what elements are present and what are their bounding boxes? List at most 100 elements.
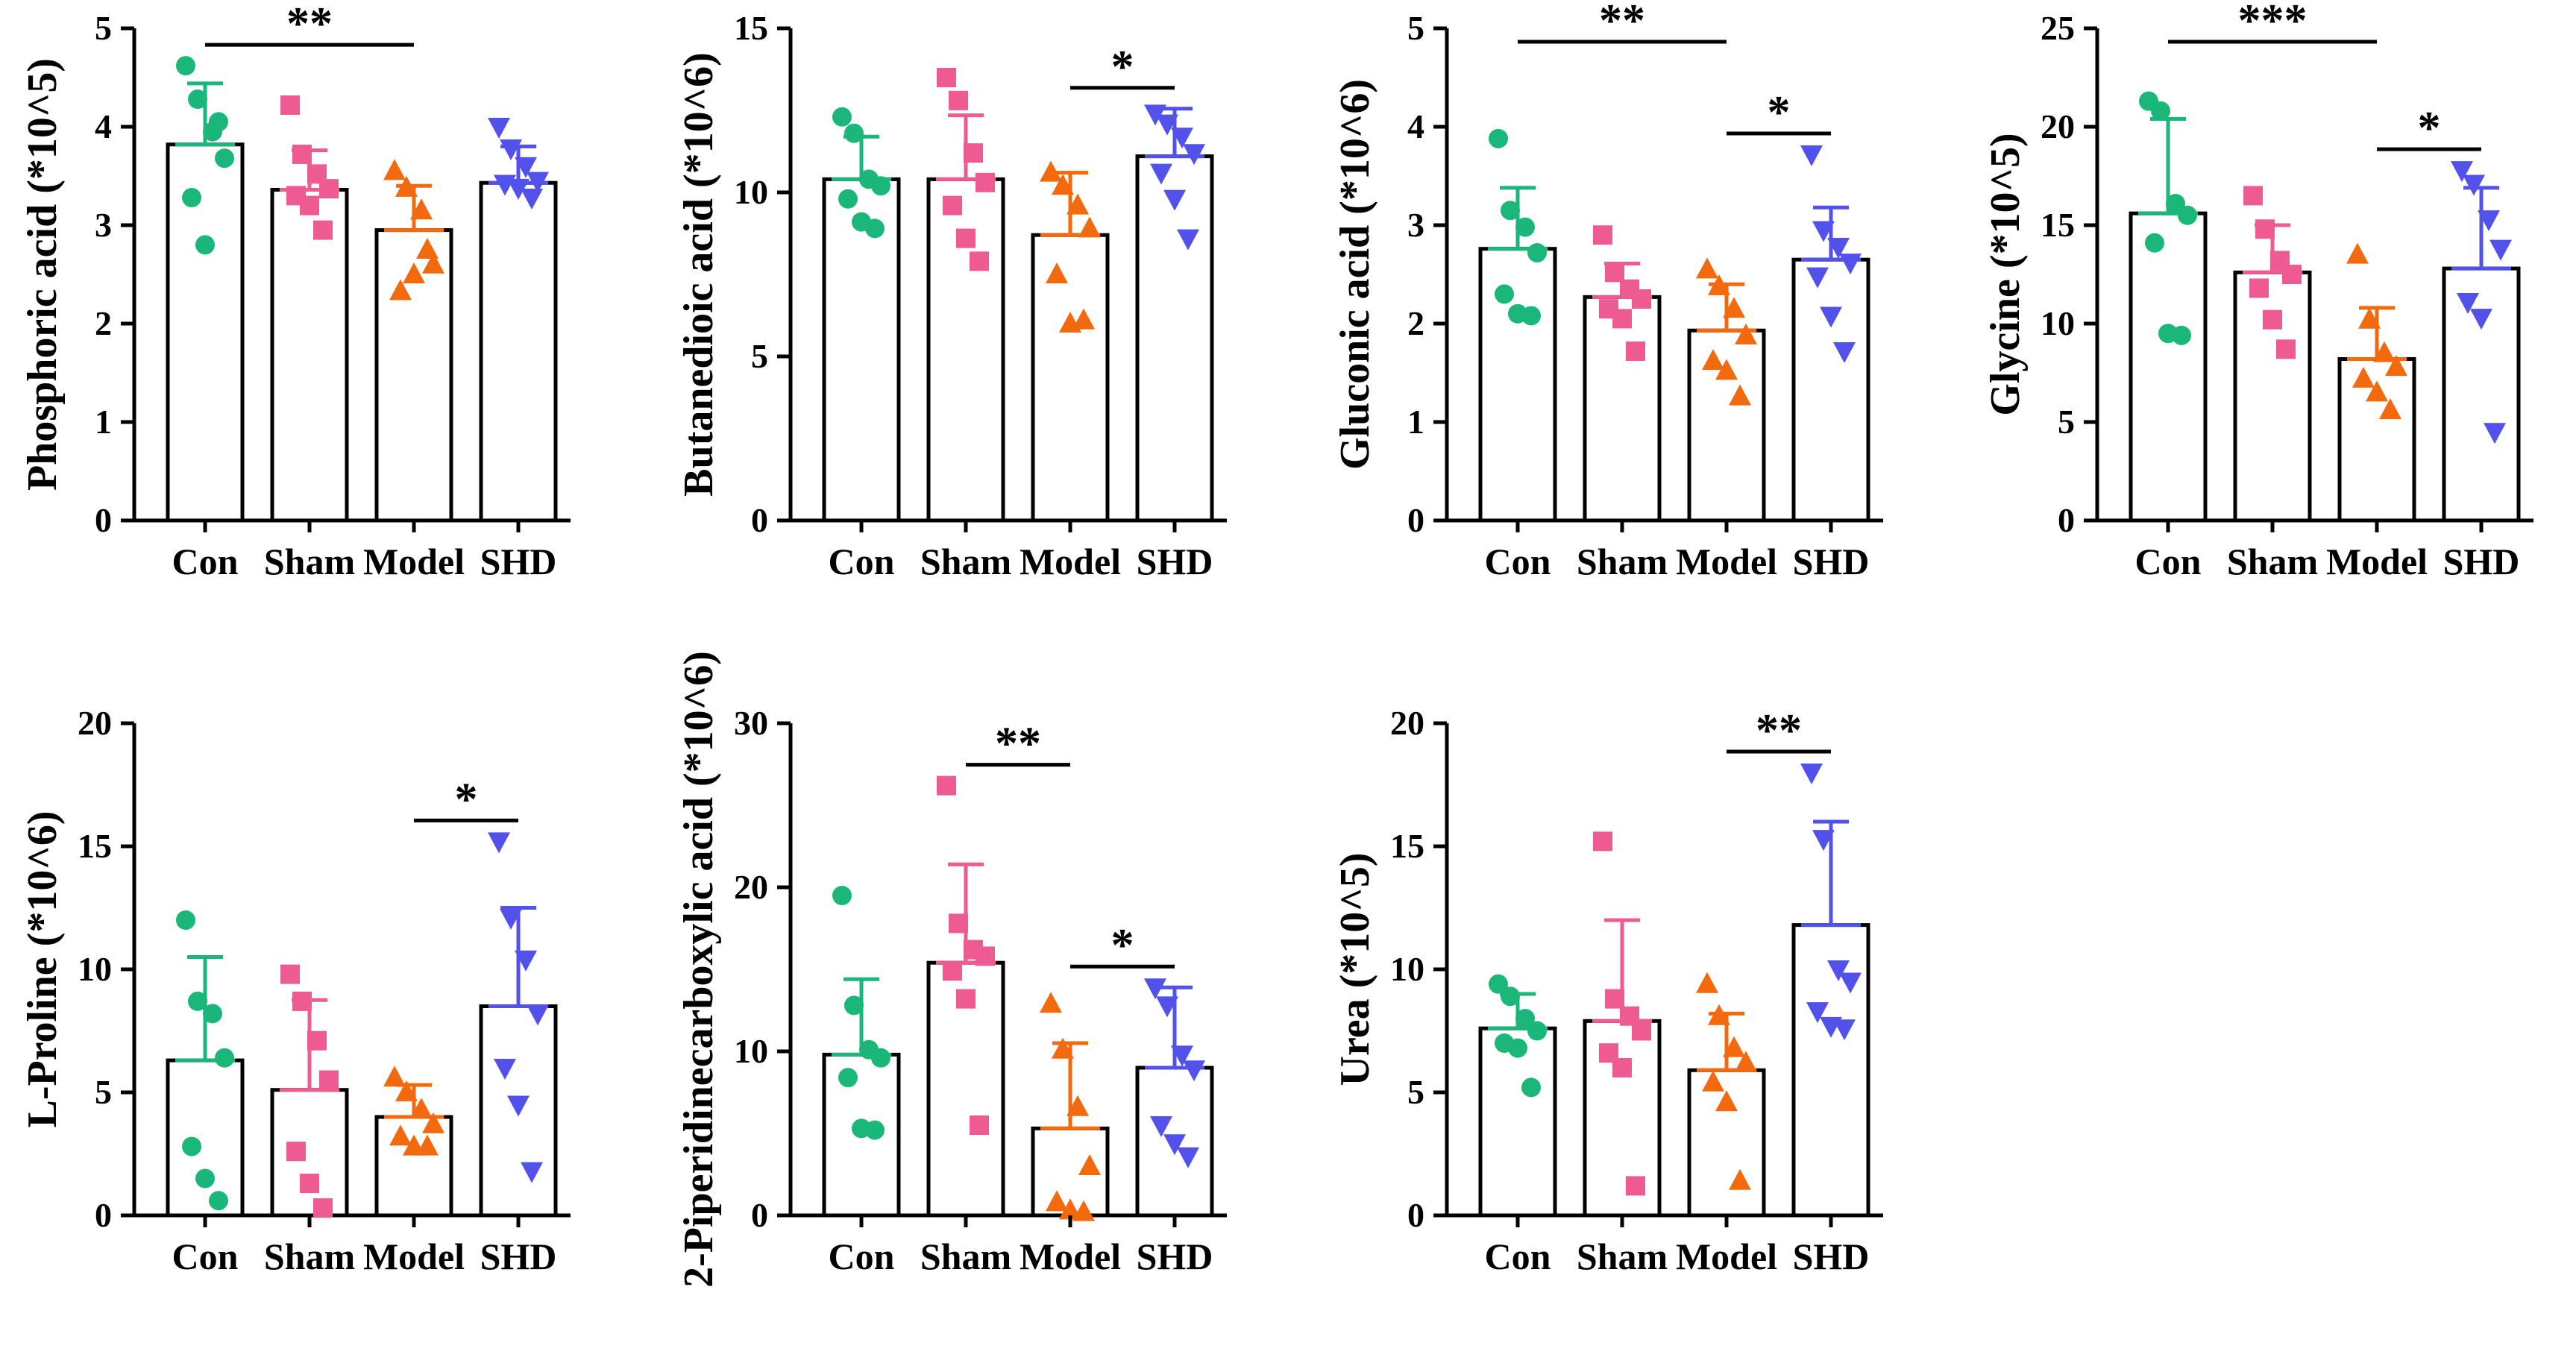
data-point: [507, 178, 530, 200]
data-point: [1163, 189, 1186, 211]
x-tick-label: SHD: [1793, 541, 1870, 582]
data-point: [976, 946, 995, 966]
data-point: [1833, 342, 1856, 363]
x-tick-label: SHD: [1137, 541, 1213, 582]
y-tick-label: 5: [95, 1073, 112, 1111]
x-tick-label: SHD: [480, 541, 557, 582]
bar-con: [166, 142, 245, 523]
y-axis-label: Glycine (*10^5): [1982, 133, 2029, 415]
data-point: [865, 218, 885, 239]
bar-shd: [2442, 266, 2521, 523]
x-tick-label: SHD: [1137, 1236, 1213, 1277]
data-point: [280, 964, 300, 984]
data-point: [949, 90, 968, 110]
y-tick-label: 3: [95, 206, 112, 244]
significance-label: **: [1756, 705, 1802, 756]
data-point: [215, 1048, 234, 1068]
data-point: [1800, 145, 1823, 166]
significance-label: *: [2418, 103, 2441, 154]
x-tick-label: SHD: [1793, 1236, 1870, 1277]
data-point: [865, 1120, 885, 1140]
y-tick-label: 30: [734, 704, 768, 742]
data-point: [422, 1112, 444, 1133]
data-point: [203, 1004, 222, 1024]
bar-con: [822, 177, 901, 523]
data-point: [832, 886, 852, 905]
data-point: [970, 1115, 989, 1135]
data-point: [1632, 1021, 1651, 1041]
x-tick-label: Model: [1676, 541, 1777, 582]
y-tick-label: 4: [95, 107, 112, 145]
chart-panel: 0 5 10 15 Butanedioic acid (*10^6) Con Sham Mod…: [676, 9, 1227, 582]
data-point: [1156, 114, 1178, 136]
significance-label: *: [1768, 87, 1791, 138]
data-point: [2373, 341, 2396, 362]
x-tick-label: Con: [1485, 1236, 1551, 1277]
data-point: [521, 1162, 543, 1183]
data-point: [1515, 217, 1535, 237]
data-point: [1833, 1019, 1856, 1041]
data-point: [1735, 323, 1757, 344]
chart-panel: 0 5 10 15 20 25 Glycine (*10^5) Con Sham Model SHD…: [1982, 0, 2533, 582]
y-axis-label: 2-Piperidinecarboxylic acid (*10^6): [676, 651, 722, 1288]
significance-label: **: [1599, 0, 1645, 46]
data-point: [1820, 306, 1842, 328]
significance-label: *: [1111, 42, 1134, 92]
data-point: [2352, 366, 2375, 388]
data-point: [410, 198, 433, 220]
data-point: [1702, 349, 1724, 371]
data-point: [389, 1124, 412, 1146]
bar-shd: [479, 180, 558, 523]
y-tick-label: 0: [95, 501, 112, 539]
data-point: [937, 68, 956, 87]
x-tick-label: Model: [363, 541, 465, 582]
data-point: [1605, 262, 1624, 283]
data-point: [176, 910, 195, 930]
data-point: [1515, 1009, 1535, 1028]
x-tick-label: SHD: [2443, 541, 2520, 582]
data-point: [2282, 265, 2302, 284]
data-point: [1171, 1045, 1193, 1067]
data-point: [209, 1191, 228, 1211]
chart-panel: 0 10 20 30 2-Piperidinecarboxylic acid (*10^…: [676, 651, 1227, 1288]
data-point: [500, 139, 522, 161]
y-tick-label: 0: [1407, 1196, 1424, 1234]
data-point: [1521, 1077, 1541, 1098]
data-point: [2385, 355, 2407, 377]
y-tick-label: 10: [734, 1032, 768, 1070]
y-tick-label: 1: [1407, 403, 1424, 441]
y-tick-label: 10: [1390, 950, 1424, 988]
y-tick-label: 15: [2041, 206, 2075, 244]
data-point: [521, 189, 543, 210]
data-point: [2178, 205, 2197, 225]
bar-con: [166, 1058, 245, 1218]
data-point: [195, 235, 215, 255]
data-point: [1171, 128, 1193, 149]
data-point: [2379, 398, 2401, 420]
data-point: [313, 1198, 333, 1218]
chart-panel: 0 5 10 15 20 Urea (*10^5) Con Sham Model SHD **: [1332, 704, 1883, 1277]
y-tick-label: 15: [1390, 827, 1424, 865]
data-point: [1052, 1037, 1074, 1059]
data-point: [494, 1059, 516, 1080]
bar-sham: [1583, 295, 1662, 523]
significance-label: ***: [2238, 0, 2308, 46]
data-point: [1612, 309, 1632, 329]
y-tick-label: 10: [2041, 304, 2075, 342]
data-point: [1527, 1021, 1547, 1041]
data-point: [2145, 233, 2164, 253]
data-point: [970, 251, 989, 271]
data-point: [307, 1030, 327, 1051]
y-tick-label: 4: [1407, 107, 1424, 145]
data-point: [1078, 216, 1101, 238]
data-point: [319, 1070, 339, 1090]
data-point: [1501, 201, 1520, 221]
data-point: [2276, 339, 2296, 359]
significance-label: **: [286, 0, 333, 49]
x-tick-label: Model: [2326, 541, 2428, 582]
data-point: [1177, 229, 1199, 251]
data-point: [1144, 978, 1166, 1000]
data-point: [2366, 380, 2388, 402]
y-tick-label: 20: [78, 704, 112, 742]
x-tick-label: Model: [1676, 1236, 1777, 1277]
